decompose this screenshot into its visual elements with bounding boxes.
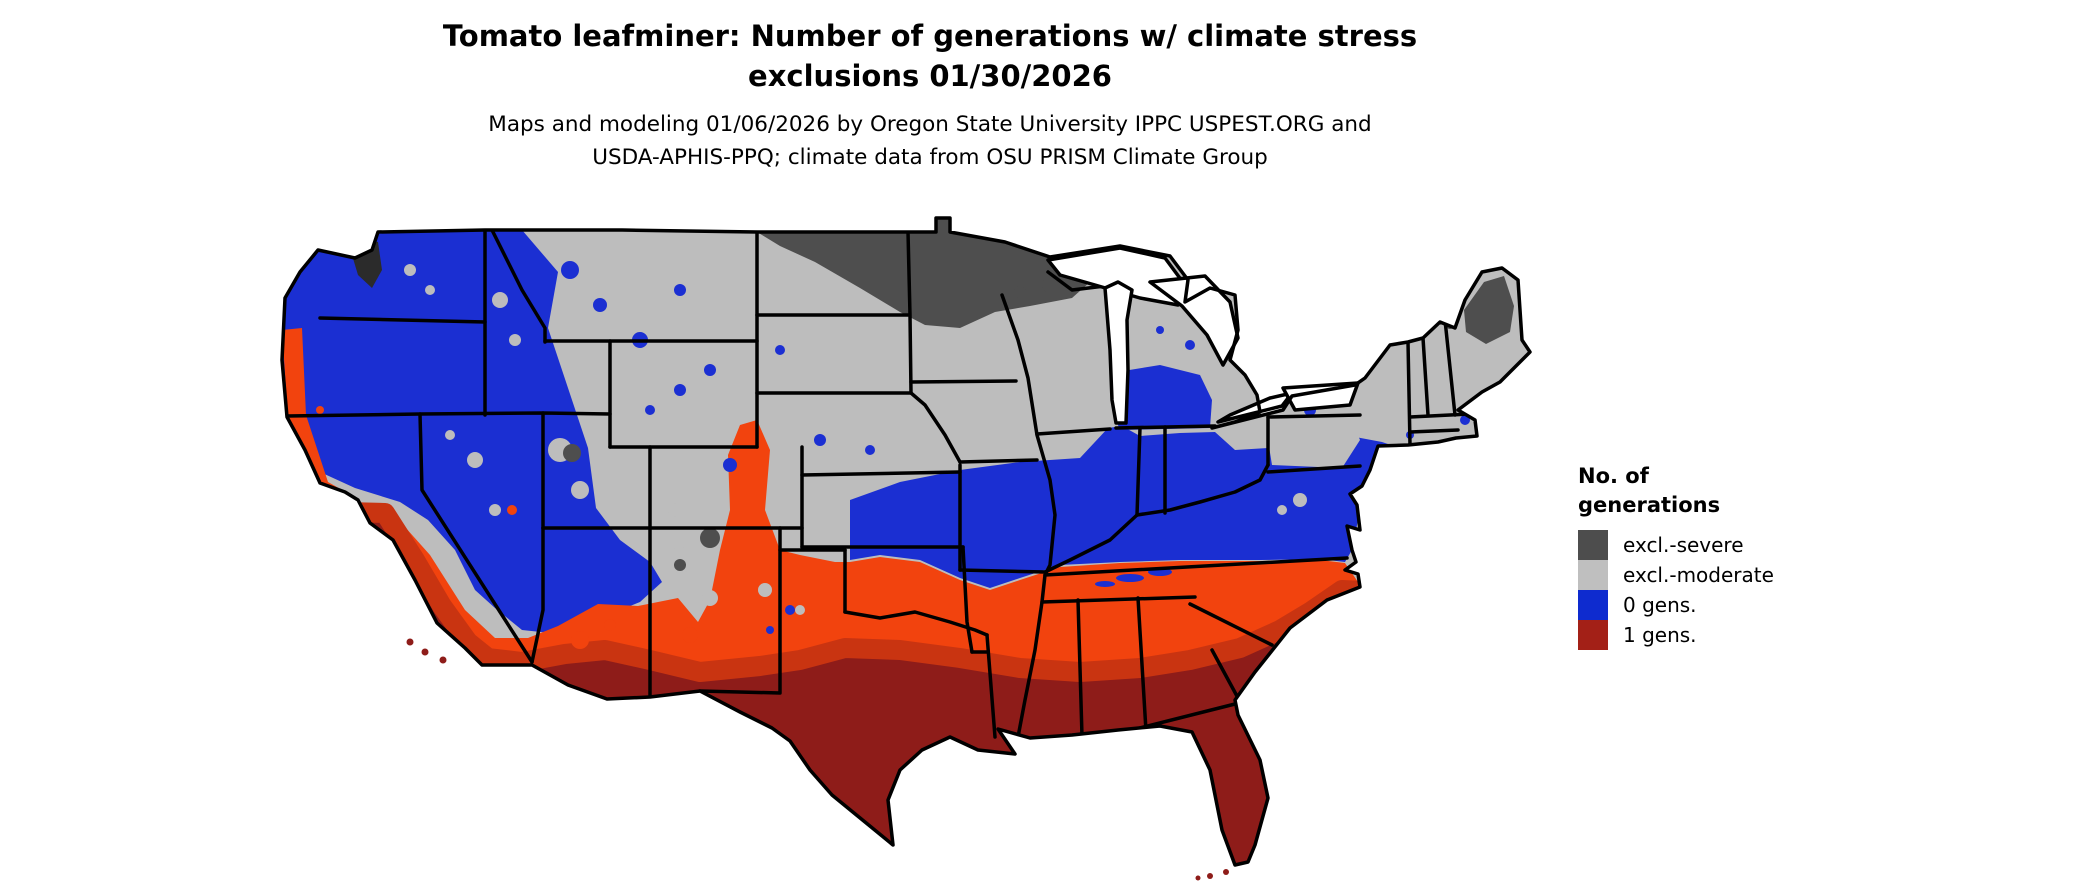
patches-gray-mountain xyxy=(404,264,805,615)
us-map-svg xyxy=(280,216,1532,881)
figure-subtitle-line1: Maps and modeling 01/06/2026 by Oregon S… xyxy=(488,112,1372,137)
legend-title-line2: generations xyxy=(1578,493,1721,517)
great-lakes xyxy=(1046,246,1360,425)
legend-swatch-excl-moderate xyxy=(1578,560,1608,590)
legend-swatch-1-gens xyxy=(1578,620,1608,650)
zone-gens0-west xyxy=(282,230,662,634)
zone-orange-west-coast xyxy=(282,328,344,491)
islands xyxy=(406,638,1229,881)
zone-excl-severe-north xyxy=(757,218,1090,328)
legend-item-excl-severe: excl.-severe xyxy=(1578,530,1908,560)
patches-gray-appalachia xyxy=(1277,493,1307,515)
lake-ontario xyxy=(1281,381,1360,412)
legend-swatch-excl-severe xyxy=(1578,530,1608,560)
legend-swatch-0-gens xyxy=(1578,590,1608,620)
legend-label-excl-severe: excl.-severe xyxy=(1623,533,1744,557)
legend-label-excl-moderate: excl.-moderate xyxy=(1623,563,1774,587)
map-legend: No. of generations excl.-severe excl.-mo… xyxy=(1578,462,1908,650)
legend-items: excl.-severe excl.-moderate 0 gens. 1 ge… xyxy=(1578,530,1908,650)
lake-michigan xyxy=(1103,280,1134,425)
state-borders xyxy=(285,228,1472,739)
patches-orange-speckle xyxy=(316,406,698,649)
legend-label-1-gens: 1 gens. xyxy=(1623,623,1697,647)
legend-label-0-gens: 0 gens. xyxy=(1623,593,1697,617)
legend-item-excl-moderate: excl.-moderate xyxy=(1578,560,1908,590)
lake-erie xyxy=(1216,391,1294,424)
zone-gens0-east-band xyxy=(850,426,1400,588)
patch-gray-pennsylvania xyxy=(1265,416,1360,468)
us-generations-map xyxy=(260,210,1560,890)
legend-item-1-gens: 1 gens. xyxy=(1578,620,1908,650)
legend-item-0-gens: 0 gens. xyxy=(1578,590,1908,620)
legend-title-line1: No. of xyxy=(1578,464,1649,488)
us-outline xyxy=(280,216,1532,867)
figure-subtitle-line2: USDA-APHIS-PPQ; climate data from OSU PR… xyxy=(592,145,1268,170)
patches-darkgray-speckle xyxy=(563,277,1454,571)
figure-title-line2: exclusions 01/30/2026 xyxy=(748,59,1112,93)
zone-excl-severe-maine xyxy=(1464,276,1514,344)
figure-header: Tomato leafminer: Number of generations … xyxy=(0,16,1860,174)
zone-gens0-michigan xyxy=(1112,365,1212,430)
figure-title-line1: Tomato leafminer: Number of generations … xyxy=(442,19,1418,53)
